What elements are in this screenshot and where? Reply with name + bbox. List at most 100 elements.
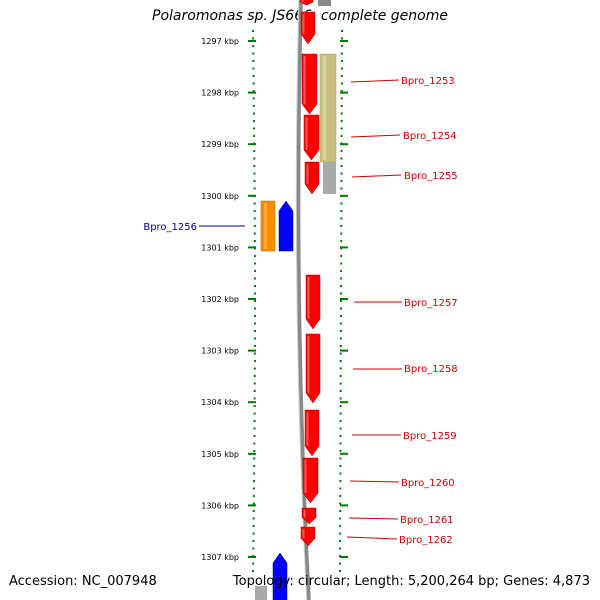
feature-gray-block (323, 162, 336, 194)
gene-arrow-bpro-1259-shine (306, 412, 309, 446)
kbp-tick-label: 1301 kbp (201, 243, 239, 252)
left-track-dot (253, 457, 256, 460)
left-track-dot (253, 135, 256, 137)
left-track-dot (253, 180, 256, 182)
left-track-dot (252, 532, 255, 535)
right-track-dot (339, 322, 342, 325)
left-track-dot (253, 315, 256, 317)
gene-label-leader (348, 517, 399, 520)
right-track-dot (339, 367, 342, 370)
left-track-dot (253, 150, 256, 152)
right-track-dot (339, 405, 342, 407)
left-track-dot (253, 322, 256, 325)
kbp-tick-label: 1307 kbp (201, 553, 239, 562)
gene-arrow-bpro-1257-shine (307, 277, 310, 319)
right-track-dot (339, 450, 342, 452)
right-track-dot (339, 495, 342, 497)
kbp-tick-mark-left (248, 556, 256, 558)
gene-label: Bpro_1262 (399, 535, 453, 546)
gene-arrow-bpro-1258 (305, 333, 321, 404)
left-track-dot (253, 157, 256, 160)
kbp-tick-mark-left (248, 401, 256, 404)
left-track-dot (253, 330, 256, 332)
left-track-dot (253, 345, 256, 347)
left-track-dot (253, 247, 256, 250)
left-track-dot (252, 112, 255, 115)
gene-arrow-bpro-1262-shine (302, 529, 305, 539)
kbp-tick-mark-left (248, 91, 256, 94)
right-track-dot (340, 135, 343, 137)
left-track-dot (252, 30, 254, 32)
gene-arrow-bpro-1258-shine (307, 336, 310, 393)
right-track-dot (339, 330, 342, 332)
kbp-tick-label: 1299 kbp (201, 140, 239, 149)
gene-label: Bpro_1261 (400, 515, 454, 526)
left-track-dot (253, 285, 256, 287)
gene-label: Bpro_1260 (401, 478, 455, 489)
left-track-dot (252, 45, 255, 47)
right-track-dot (339, 480, 342, 482)
kbp-tick-label: 1298 kbp (201, 89, 239, 98)
gene-label-leader (346, 536, 398, 540)
right-track-dot (341, 30, 343, 32)
gene-partial-gray-top (318, 0, 331, 6)
left-track-dot (253, 435, 256, 437)
right-track-dot (339, 510, 342, 512)
left-track-dot (252, 67, 255, 70)
gene-arrow-bpro-1253 (301, 53, 318, 115)
right-track-dot (339, 547, 342, 550)
right-track-dot (340, 82, 343, 85)
gene-arrow-bpro-1259 (304, 409, 320, 457)
left-track-dot (253, 187, 256, 190)
left-track-dot (253, 262, 256, 265)
left-track-dot (253, 382, 256, 385)
left-track-dot (253, 412, 256, 415)
left-track-dot (253, 405, 256, 407)
gene-label: Bpro_1256 (143, 222, 197, 233)
gene-label-leader (350, 79, 400, 83)
left-track-dot (252, 570, 255, 572)
right-track-dot (340, 97, 343, 100)
right-track-dot (339, 315, 342, 317)
feature-tan-block (319, 53, 337, 163)
kbp-tick-mark-right (340, 246, 348, 249)
right-track-dot (340, 165, 343, 167)
left-track-dot (252, 105, 255, 107)
right-track-dot (340, 285, 343, 287)
right-track-dot (340, 255, 343, 257)
right-track-dot (340, 225, 343, 227)
kbp-tick-mark-right (340, 452, 348, 455)
right-track-dot (340, 172, 343, 175)
left-track-dot (253, 390, 256, 392)
right-track-dot (339, 525, 342, 527)
left-track-dot (253, 202, 256, 205)
kbp-tick-mark-left (248, 143, 256, 146)
left-track-dot (253, 217, 256, 220)
left-track-dot (253, 472, 256, 475)
feature-gray-bottom (255, 586, 267, 600)
topology-label: Topology: circular; Length: 5,200,264 bp… (232, 574, 590, 589)
right-track-dot (339, 457, 342, 460)
left-track-dot (252, 97, 255, 100)
right-track-dot (340, 217, 343, 220)
right-track-dot (340, 300, 343, 302)
left-track-dot (253, 337, 256, 340)
feature-orange-shine (264, 203, 267, 249)
gene-arrow-bpro-1261-shine (303, 510, 306, 518)
right-track-dot (340, 60, 343, 62)
gene-arrow-bpro-1254-shine (305, 117, 308, 150)
right-track-dot (339, 427, 342, 430)
right-track-dot (339, 352, 342, 355)
kbp-tick-mark-left (248, 298, 256, 300)
right-track-dot (340, 67, 343, 70)
right-track-dot (339, 517, 342, 520)
left-track-dot (253, 367, 256, 370)
left-track-dot (253, 397, 256, 400)
kbp-tick-mark-left (248, 504, 256, 507)
gene-label: Bpro_1255 (404, 171, 458, 182)
right-track-dot (339, 472, 342, 475)
right-track-dot (340, 150, 343, 152)
right-track-dot (340, 187, 343, 190)
gene-arrow-bpro-1253-shine (303, 56, 306, 104)
